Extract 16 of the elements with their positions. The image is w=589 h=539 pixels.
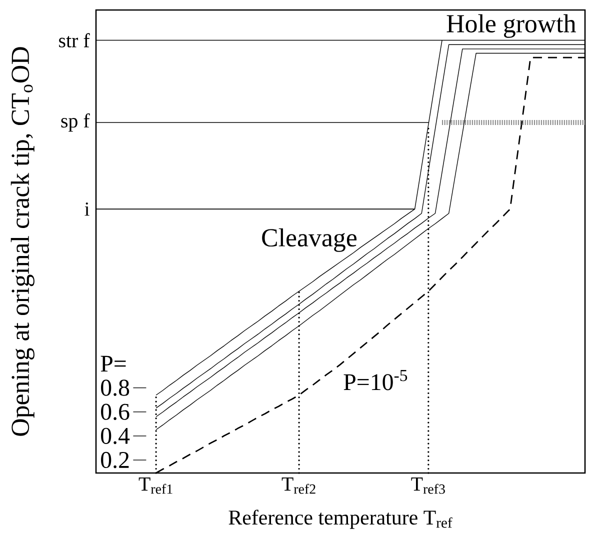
legend-label: 0.8 [101, 380, 130, 396]
x-tick-label: T$_{ref1}$ [138, 478, 172, 494]
ref-line-label: i [84, 202, 90, 216]
annotation: Cleavage [262, 228, 357, 252]
legend-label: 0.2 [101, 452, 129, 468]
x-axis-title: Reference temperature T$_{ref}$ [228, 510, 452, 529]
ref-line-label: str f [59, 33, 90, 48]
x-tick-label: T$_{ref3}$ [411, 478, 445, 494]
legend-label: 0.4 [101, 428, 130, 444]
ref-line-label: sp f [61, 113, 90, 132]
legend-label: 0.6 [101, 404, 130, 420]
legend-title: P= [100, 356, 126, 372]
series-label: P=10$^{-5}$ [344, 370, 408, 390]
y-axis-title: Opening at original crack tip, CT$_{o}$OD [10, 47, 34, 436]
text: Hole growth [446, 14, 576, 38]
x-tick-label: T$_{ref2}$ [282, 478, 316, 494]
